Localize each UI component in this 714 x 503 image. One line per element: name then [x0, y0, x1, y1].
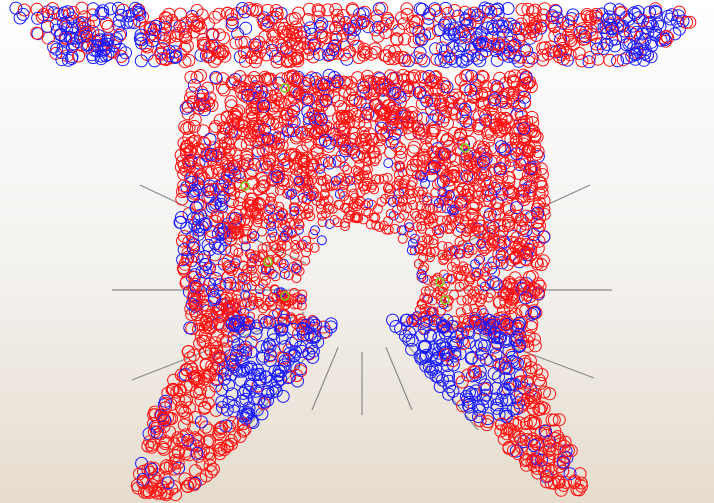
simulation-render — [0, 0, 714, 503]
page: (() => { const data = JSON.parse(documen… — [0, 0, 714, 503]
background — [0, 0, 714, 503]
